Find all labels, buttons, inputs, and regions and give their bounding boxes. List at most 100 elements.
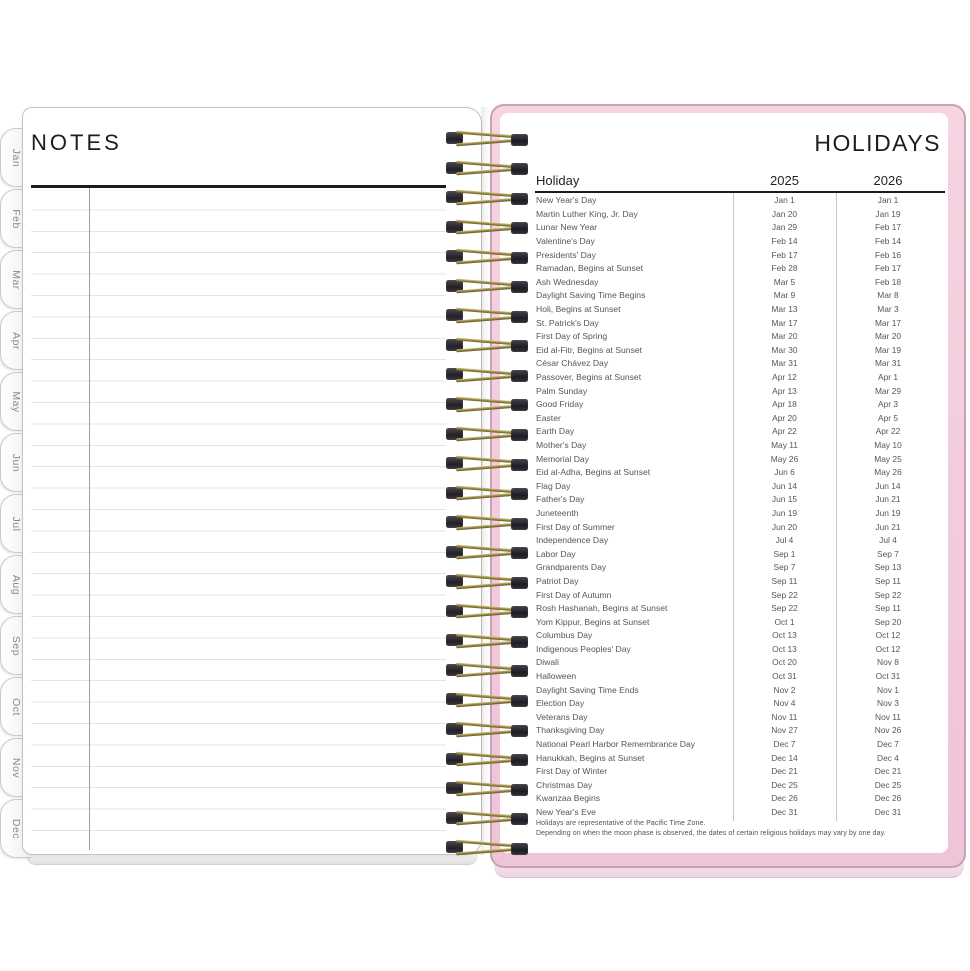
date-2026: Jan 19 [875,208,901,219]
column-divider [836,193,837,821]
date-2025: Feb 17 [771,249,798,260]
coil-left-cap [446,486,463,499]
coil-right-cap [511,133,528,146]
spiral-coil [446,160,528,178]
date-2026: Jun 21 [875,521,901,532]
date-2026: Jun 19 [875,507,901,518]
notes-page: NOTES [22,107,482,855]
coil-wire [455,463,519,472]
date-2026: Oct 31 [875,671,901,682]
date-2025: Feb 28 [771,263,798,274]
spiral-coil [446,573,528,591]
coil-wire [455,574,519,583]
date-2025: Nov 27 [771,725,798,736]
date-2025: Dec 26 [771,793,798,804]
date-2025: May 11 [771,439,798,450]
date-2026: Mar 19 [874,344,902,355]
date-2026: Nov 11 [875,711,901,722]
coil-left-cap [446,604,463,617]
spiral-coil [446,721,528,739]
notes-page-title: NOTES [31,130,122,155]
spiral-coil [446,544,528,562]
table-row: St. Patrick's Day Mar 17 Mar 17 [535,316,945,330]
date-2025: Apr 22 [772,426,797,437]
spiral-coil [446,219,528,237]
date-2026: Nov 8 [877,657,899,668]
table-row: Valentine's Day Feb 14 Feb 14 [535,234,945,248]
holiday-name: Martin Luther King, Jr. Day [536,208,638,219]
header-2026: 2026 [873,173,903,188]
coil-right-cap [511,665,528,678]
spiral-coil [446,691,528,709]
holiday-name: Eid al-Fitr, Begins at Sunset [536,344,643,355]
date-2026: Apr 1 [877,372,899,383]
date-2026: Feb 14 [874,236,902,247]
coil-wire [455,699,519,708]
holiday-name: Juneteenth [536,507,579,518]
coil-right-cap [511,340,528,353]
coil-right-cap [511,251,528,264]
holiday-name: Hanukkah, Begins at Sunset [536,752,645,763]
coil-wire [455,640,519,649]
table-row: Patriot Day Sep 11 Sep 11 [535,574,945,588]
table-row: Diwali Oct 20 Nov 8 [535,656,945,670]
date-2025: Mar 30 [771,344,798,355]
tab-label: Jan [10,148,22,167]
holidays-table-body: New Year's Day Jan 1 Jan 1 Martin Luther Ki… [535,194,945,819]
coil-wire [455,847,519,856]
date-2025: Feb 14 [771,236,798,247]
spiral-coil [446,839,528,857]
holiday-name: Ash Wednesday [536,276,599,287]
holiday-name: Patriot Day [536,575,579,586]
coil-wire [455,315,519,324]
coil-left-cap [446,811,463,824]
coil-wire [455,522,519,531]
holiday-name: Lunar New Year [536,222,598,233]
table-row: Labor Day Sep 1 Sep 7 [535,547,945,561]
coil-right-cap [511,547,528,560]
holiday-name: First Day of Autumn [536,589,612,600]
table-row: Daylight Saving Time Ends Nov 2 Nov 1 [535,683,945,697]
holiday-name: Yom Kippur, Begins at Sunset [536,616,650,627]
date-2025: Apr 13 [772,385,797,396]
coil-wire [455,551,519,560]
coil-right-cap [511,222,528,235]
date-2026: May 25 [874,453,902,464]
footnote-line: Holidays are representative of the Pacif… [536,820,706,827]
date-2025: Mar 20 [771,331,798,342]
table-row: First Day of Spring Mar 20 Mar 20 [535,329,945,343]
coil-left-cap [446,220,463,233]
coil-wire [455,455,519,464]
spiral-coil [446,248,528,266]
holiday-name: National Pearl Harbor Remembrance Day [536,739,696,750]
coil-left-cap [446,545,463,558]
spiral-coil [446,396,528,414]
holiday-name: Halloween [536,671,577,682]
coil-wire [455,367,519,376]
date-2025: Jun 15 [771,494,798,505]
holiday-name: Easter [536,412,561,423]
holiday-name: Palm Sunday [536,385,588,396]
table-row: Passover, Begins at Sunset Apr 12 Apr 1 [535,370,945,384]
date-2026: Mar 31 [874,358,902,369]
spiral-coil [446,514,528,532]
date-2025: Oct 1 [774,616,795,627]
date-2025: Sep 22 [771,603,798,614]
header-2025: 2025 [770,173,799,188]
spine-shadow [481,107,490,855]
spiral-coil [446,278,528,296]
notes-header-rule [31,185,446,188]
table-row: Veterans Day Nov 11 Nov 11 [535,710,945,724]
coil-right-cap [511,488,528,501]
coil-wire [455,396,519,405]
date-2026: Nov 3 [877,698,899,709]
holiday-name: First Day of Winter [536,766,608,777]
coil-wire [455,839,519,848]
holiday-name: Christmas Day [536,779,593,790]
date-2025: Sep 1 [773,548,796,559]
table-row: Daylight Saving Time Begins Mar 9 Mar 8 [535,289,945,303]
column-divider [733,193,734,821]
coil-wire [455,426,519,435]
coil-wire [455,758,519,767]
coil-left-cap [446,634,463,647]
